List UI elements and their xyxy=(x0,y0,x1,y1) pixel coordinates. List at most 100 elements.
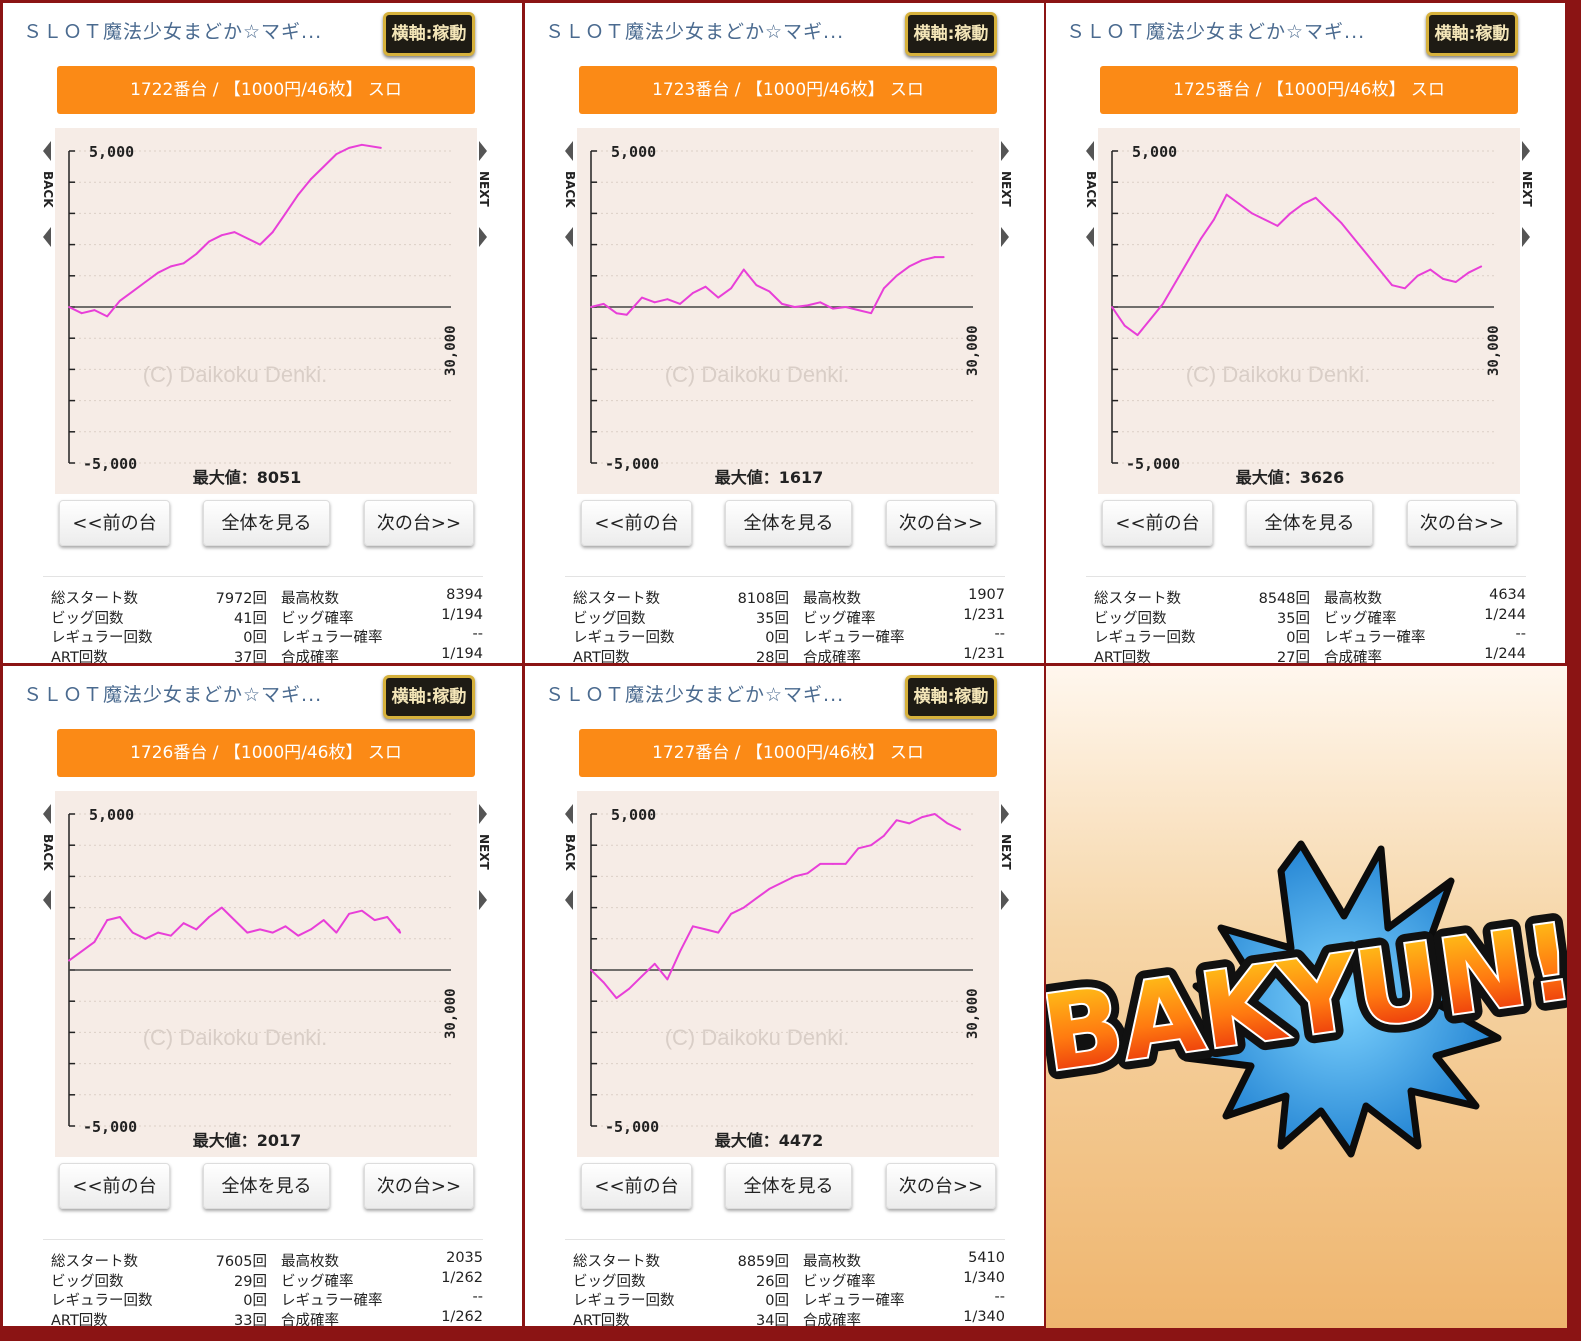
series-point xyxy=(806,872,809,875)
series-point xyxy=(590,969,592,971)
stat-value-total-starts: 8108回 xyxy=(737,591,789,607)
stat-row: ビッグ回数 35回 ビッグ確率 1/244 xyxy=(1094,607,1526,627)
stat-label-big-rate: ビッグ確率 xyxy=(803,1273,876,1290)
next-machine-button[interactable]: 次の台>> xyxy=(886,1163,996,1209)
machine-number-bar[interactable]: 1725番台 / 【1000円/46枚】 スロ xyxy=(1100,66,1518,114)
series-point xyxy=(882,287,885,290)
series-point xyxy=(870,844,873,847)
machine-title[interactable]: ＳＬＯＴ魔法少女まどか☆マギ... xyxy=(545,21,845,43)
stat-label-max-coins: 最高枚数 xyxy=(281,591,339,607)
back-arrow[interactable]: BACK xyxy=(41,141,55,251)
stat-row: ビッグ回数 35回 ビッグ確率 1/231 xyxy=(573,607,1005,627)
series-point xyxy=(641,975,643,978)
y-axis-top-label: 5,000 xyxy=(89,806,134,824)
stat-label-art-count: ART回数 xyxy=(1094,649,1151,664)
series-point xyxy=(131,931,134,934)
view-all-button[interactable]: 全体を見る xyxy=(203,500,330,546)
series-point xyxy=(768,887,771,890)
next-machine-button[interactable]: 次の台>> xyxy=(364,500,474,546)
back-arrow[interactable]: BACK xyxy=(563,141,577,251)
next-arrow-icon: NEXT xyxy=(477,804,491,910)
series-point xyxy=(933,256,936,258)
machine-title[interactable]: ＳＬＯＴ魔法少女まどか☆マギ... xyxy=(1066,21,1366,43)
copyright-watermark: (C) Daikoku Denki. xyxy=(665,362,850,387)
series-point xyxy=(169,934,172,937)
series-point xyxy=(781,302,783,305)
series-point xyxy=(284,925,287,928)
stat-row: レギュラー回数 0回 レギュラー確率 -- xyxy=(573,626,1005,646)
max-value-label: 最大値：4472 xyxy=(715,1131,824,1150)
stat-value-max-coins: 5410 xyxy=(968,1250,1005,1266)
series-point xyxy=(259,928,261,931)
series-point xyxy=(106,919,109,921)
stat-value-big-rate: 1/194 xyxy=(441,606,483,623)
stat-value-max-coins: 8394 xyxy=(446,587,483,603)
x-axis-mode-badge[interactable]: 横軸:稼動 xyxy=(383,675,475,719)
x-axis-mode-badge[interactable]: 横軸:稼動 xyxy=(1426,12,1518,56)
x-axis-mode-badge[interactable]: 横軸:稼動 xyxy=(905,12,997,56)
series-point xyxy=(641,296,643,299)
x-axis-max-label: 30,000 xyxy=(965,988,981,1039)
series-point xyxy=(386,916,389,918)
x-axis-mode-badge[interactable]: 横軸:稼動 xyxy=(383,12,475,56)
machine-title[interactable]: ＳＬＯＴ魔法少女まどか☆マギ... xyxy=(545,684,845,706)
machine-number-bar[interactable]: 1726番台 / 【1000円/46枚】 スロ xyxy=(57,729,475,777)
next-arrow[interactable]: NEXT xyxy=(477,804,491,914)
prev-machine-button[interactable]: <<前の台 xyxy=(59,1163,170,1209)
x-axis-mode-badge[interactable]: 横軸:稼動 xyxy=(905,675,997,719)
stat-label-max-coins: 最高枚数 xyxy=(281,1254,339,1270)
max-value-label: 最大値：1617 xyxy=(715,468,824,487)
stat-label-big-count: ビッグ回数 xyxy=(51,1273,124,1290)
stat-row: レギュラー回数 0回 レギュラー確率 -- xyxy=(1094,626,1526,646)
back-arrow[interactable]: BACK xyxy=(1084,141,1098,251)
series-point xyxy=(348,912,351,915)
next-arrow[interactable]: NEXT xyxy=(999,141,1013,251)
series-point xyxy=(730,912,732,915)
stat-label-big-rate: ビッグ確率 xyxy=(803,610,876,627)
stat-label-art-count: ART回数 xyxy=(51,649,108,664)
stat-label-art-count: ART回数 xyxy=(573,649,630,664)
prev-machine-button[interactable]: <<前の台 xyxy=(59,500,170,546)
series-point xyxy=(921,816,923,819)
series-point xyxy=(717,931,720,934)
back-arrow[interactable]: BACK xyxy=(41,804,55,914)
series-point xyxy=(793,306,796,308)
machine-number-bar[interactable]: 1727番台 / 【1000円/46枚】 スロ xyxy=(579,729,997,777)
stat-label-combined-rate: 合成確率 xyxy=(803,1312,861,1327)
next-machine-button[interactable]: 次の台>> xyxy=(1407,500,1517,546)
stat-value-regular-count: 0回 xyxy=(1286,630,1310,646)
machine-title[interactable]: ＳＬＯＴ魔法少女まどか☆マギ... xyxy=(23,21,323,43)
next-label: NEXT xyxy=(1520,171,1534,207)
machine-number-bar[interactable]: 1722番台 / 【1000円/46枚】 スロ xyxy=(57,66,475,114)
series-point xyxy=(1289,212,1292,215)
series-point xyxy=(679,950,682,953)
stat-value-regular-rate: -- xyxy=(1515,626,1526,642)
prev-machine-button[interactable]: <<前の台 xyxy=(581,500,692,546)
stat-label-max-coins: 最高枚数 xyxy=(1324,591,1382,607)
machine-panel-4: ＳＬＯＴ魔法少女まどか☆マギ... 横軸:稼動 1726番台 / 【1000円/… xyxy=(3,666,522,1326)
view-all-button[interactable]: 全体を見る xyxy=(725,500,852,546)
next-arrow[interactable]: NEXT xyxy=(477,141,491,251)
series-point xyxy=(1327,209,1330,212)
next-machine-button[interactable]: 次の台>> xyxy=(886,500,996,546)
stat-label-big-count: ビッグ回数 xyxy=(573,1273,646,1290)
prev-machine-button[interactable]: <<前の台 xyxy=(581,1163,692,1209)
next-arrow[interactable]: NEXT xyxy=(1520,141,1534,251)
series-point xyxy=(360,909,363,912)
machine-number-bar[interactable]: 1723番台 / 【1000円/46枚】 スロ xyxy=(579,66,997,114)
series-point xyxy=(380,146,382,149)
graph-background xyxy=(55,791,477,1157)
stat-label-big-count: ビッグ回数 xyxy=(573,610,646,627)
stat-label-regular-rate: レギュラー確率 xyxy=(803,630,905,646)
series-point xyxy=(921,259,923,262)
view-all-button[interactable]: 全体を見る xyxy=(725,1163,852,1209)
next-machine-button[interactable]: 次の台>> xyxy=(364,1163,474,1209)
stats-table: 総スタート数 8548回 最高枚数 4634 ビッグ回数 35回 ビッグ確率 1/244 レギュ… xyxy=(1094,587,1526,663)
view-all-button[interactable]: 全体を見る xyxy=(203,1163,330,1209)
prev-machine-button[interactable]: <<前の台 xyxy=(1102,500,1213,546)
back-arrow[interactable]: BACK xyxy=(563,804,577,914)
next-arrow[interactable]: NEXT xyxy=(999,804,1013,914)
machine-title[interactable]: ＳＬＯＴ魔法少女まどか☆マギ... xyxy=(23,684,323,706)
next-label: NEXT xyxy=(999,171,1013,207)
view-all-button[interactable]: 全体を見る xyxy=(1246,500,1373,546)
